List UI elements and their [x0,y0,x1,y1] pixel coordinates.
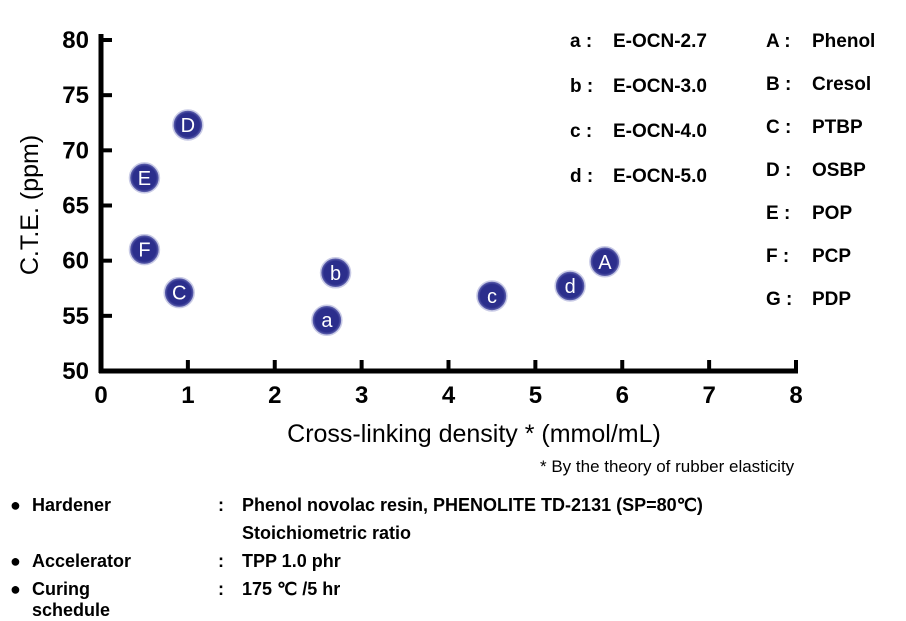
legend-entry: PDP [812,289,851,310]
accelerator-value: TPP 1.0 phr [242,551,341,571]
legend-entry: PTBP [812,117,863,138]
legend-key: G : [766,289,792,310]
x-tick-label: 2 [268,382,281,409]
y-axis-title: C.T.E. (ppm) [16,135,44,275]
point-label: d [565,276,576,298]
legend-key: F : [766,246,789,267]
data-point: d [554,270,586,302]
point-marker [554,270,586,302]
legend-key: a : [570,31,592,52]
footnote: * By the theory of rubber elasticity [540,457,795,476]
accelerator-label: Accelerator [32,551,132,571]
y-tick-label: 70 [62,137,89,164]
curing-label: Curing schedule [32,579,111,620]
data-point: E [128,162,161,194]
point-marker [476,280,508,312]
colon: : [218,551,224,571]
x-tick-label: 5 [529,382,542,409]
point-marker [163,276,195,309]
legend-entry: OSBP [812,160,866,181]
legend-key: E : [766,203,790,224]
legend-key: B : [766,74,791,95]
legend-entry: E-OCN-3.0 [613,76,707,97]
y-tick-label: 75 [62,82,89,109]
colon: : [218,579,224,599]
legend-key: C : [766,117,791,138]
legend-entry: E-OCN-4.0 [613,121,707,142]
data-points: D E FCb a c dA [128,109,621,336]
colon: : [218,495,224,515]
legend-key: c : [570,121,592,142]
data-point: a [311,304,343,336]
legend-entry: PCP [812,246,851,267]
legend-key: d : [570,166,593,187]
y-tick-label: 60 [62,248,89,275]
data-point: F [128,233,161,266]
x-axis-title: Cross-linking density * (mmol/mL) [287,420,661,448]
x-tick-label: 3 [355,382,368,409]
y-tick-label: 65 [62,193,89,220]
point-label: A [598,252,612,274]
cte-scatter-chart: 50 55 60 65 70 75 80 0 1 2 3 4 5 6 7 8 D E FCb a c dA a : E-O… [16,27,875,448]
bullet: ● [10,495,21,515]
y-tick-label: 50 [62,358,89,385]
hardener-ratio: Stoichiometric ratio [242,523,412,543]
legend-key: A : [766,31,791,52]
curing-value: 175 ℃ /5 hr [242,579,341,599]
data-point: c [476,280,508,312]
point-label: c [487,286,497,308]
x-tick-label: 4 [442,382,456,409]
point-label: a [321,310,333,332]
x-tick-label: 0 [94,382,107,409]
point-marker [128,162,161,194]
legend-entry: POP [812,203,852,224]
point-label: F [138,240,150,262]
legend-key: b : [570,76,593,97]
hardener-value: Phenol novolac resin, PHENOLITE TD-2131 … [242,495,703,515]
bullet: ● [10,579,21,599]
point-marker [172,109,204,141]
point-label: b [330,263,341,285]
point-label: D [181,115,195,137]
data-point: A [589,246,621,278]
x-tick-label: 7 [702,382,715,409]
legend: a : E-OCN-2.7 b : E-OCN-3.0 c : E-OCN-4.0 d : E… [570,31,875,310]
point-marker [311,304,343,336]
point-marker [589,246,621,278]
bullet: ● [10,551,21,571]
data-point: D [172,109,204,141]
data-point: b [319,257,352,289]
point-marker [128,233,161,266]
legend-entry: E-OCN-2.7 [613,31,707,52]
data-point: C [163,276,195,309]
point-label: C [172,283,186,305]
point-marker [319,257,352,289]
hardener-label: Hardener [32,495,112,515]
legend-entry: E-OCN-5.0 [613,166,707,187]
axes: 50 55 60 65 70 75 80 0 1 2 3 4 5 6 7 8 [62,27,802,409]
legend-key: D : [766,160,791,181]
y-tick-label: 55 [62,303,89,330]
x-tick-label: 6 [616,382,629,409]
x-tick-label: 1 [181,382,194,409]
y-tick-label: 80 [62,27,89,54]
x-tick-label: 8 [789,382,802,409]
point-label: E [138,168,151,190]
legend-entry: Cresol [812,74,871,95]
legend-entry: Phenol [812,31,875,52]
